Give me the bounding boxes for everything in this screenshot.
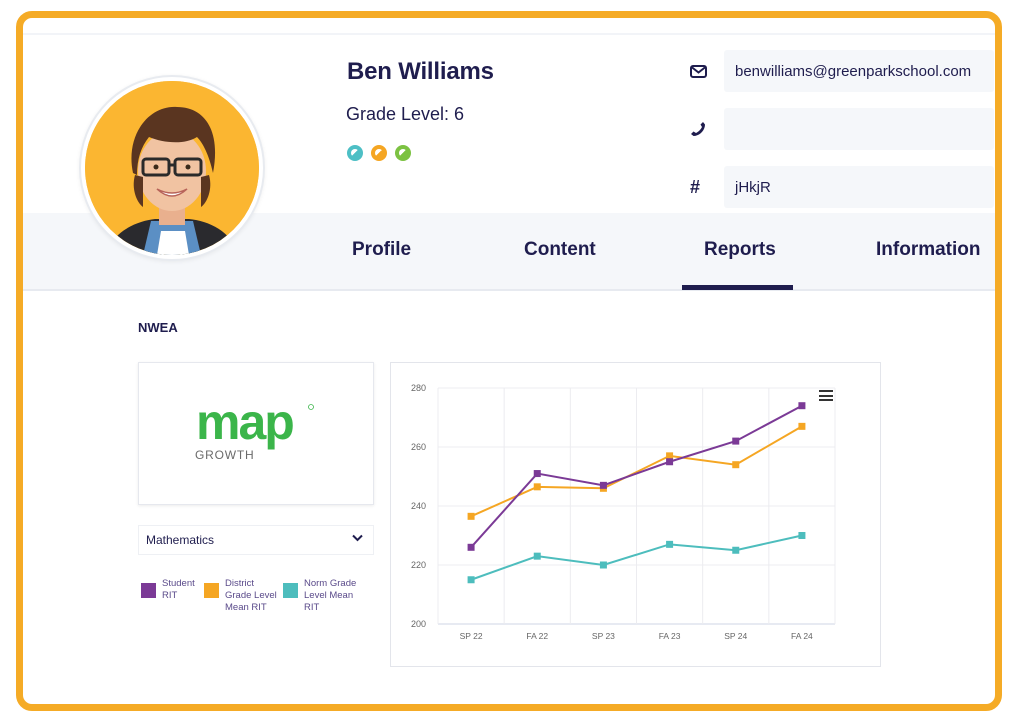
subject-select-value: Mathematics <box>146 533 215 547</box>
avatar-photo <box>85 81 259 255</box>
phone-row <box>682 108 1002 150</box>
legend-item-student[interactable]: Student RIT <box>141 578 202 602</box>
teal-badge-icon <box>347 145 363 161</box>
svg-text:SP 22: SP 22 <box>460 631 483 641</box>
legend-swatch <box>204 583 219 598</box>
rit-line-chart: 200 220 240 260 280 SP 22 FA 22 SP 23 FA 23 SP 24… <box>411 383 836 641</box>
hamburger-menu-icon[interactable] <box>819 390 833 404</box>
legend-swatch <box>283 583 298 598</box>
avatar <box>79 75 265 261</box>
svg-text:FA 22: FA 22 <box>526 631 548 641</box>
id-row: # jHkjR <box>682 166 1002 208</box>
section-title: NWEA <box>138 320 178 335</box>
subject-select[interactable]: Mathematics <box>138 525 374 555</box>
chevron-down-icon <box>352 534 363 542</box>
orange-badge-icon <box>371 145 387 161</box>
svg-text:FA 23: FA 23 <box>659 631 681 641</box>
logo-subtitle: GROWTH <box>195 448 255 462</box>
phone-field[interactable] <box>724 108 994 150</box>
map-growth-logo-card: map GROWTH <box>138 362 374 505</box>
map-growth-logo: map <box>139 394 373 456</box>
legend-label: District Grade Level Mean RIT <box>225 578 277 613</box>
svg-text:map: map <box>196 399 293 450</box>
envelope-icon <box>682 64 718 78</box>
legend-label: Norm Grade Level Mean RIT <box>304 578 357 613</box>
svg-text:SP 24: SP 24 <box>724 631 747 641</box>
green-badge-icon <box>395 145 411 161</box>
email-row: benwilliams@greenparkschool.com <box>682 50 1002 92</box>
id-field[interactable]: jHkjR <box>724 166 994 208</box>
badge-group <box>347 145 411 161</box>
svg-text:200: 200 <box>411 619 426 629</box>
svg-text:FA 24: FA 24 <box>791 631 813 641</box>
email-field[interactable]: benwilliams@greenparkschool.com <box>724 50 994 92</box>
svg-text:240: 240 <box>411 501 426 511</box>
svg-text:220: 220 <box>411 560 426 570</box>
phone-icon <box>682 121 718 137</box>
tab-profile[interactable]: Profile <box>352 239 412 260</box>
legend-label: Student RIT <box>162 578 195 601</box>
tab-reports[interactable]: Reports <box>704 239 776 260</box>
svg-text:260: 260 <box>411 442 426 452</box>
hash-icon: # <box>690 176 701 197</box>
rit-chart-card: 200 220 240 260 280 SP 22 FA 22 SP 23 FA 23 SP 24… <box>390 362 881 667</box>
grade-level: Grade Level: 6 <box>346 104 465 124</box>
legend-swatch <box>141 583 156 598</box>
student-photo-icon <box>85 81 259 255</box>
active-tab-indicator <box>682 285 793 290</box>
top-divider <box>23 33 995 35</box>
legend-item-district[interactable]: District Grade Level Mean RIT <box>204 578 281 614</box>
svg-text:SP 23: SP 23 <box>592 631 615 641</box>
svg-text:280: 280 <box>411 383 426 393</box>
student-name: Ben Williams <box>347 58 494 85</box>
tab-content[interactable]: Content <box>524 239 596 260</box>
legend-item-norm[interactable]: Norm Grade Level Mean RIT <box>283 578 362 614</box>
tab-information[interactable]: Information <box>876 239 981 260</box>
